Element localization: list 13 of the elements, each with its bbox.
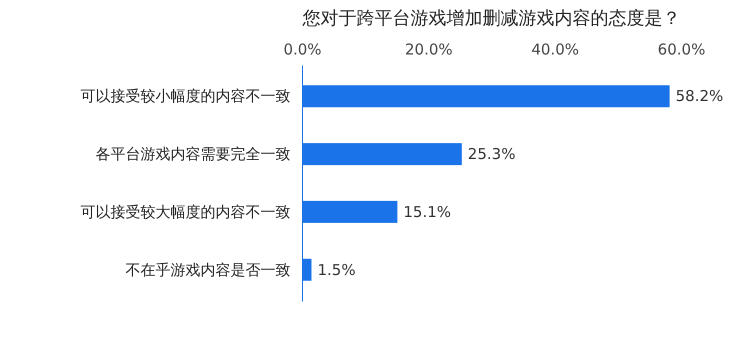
x-tick-label: 20.0%	[405, 40, 453, 58]
x-tick-label: 0.0%	[283, 40, 322, 58]
data-label: 58.2%	[676, 87, 724, 106]
x-tick-label: 60.0%	[658, 40, 706, 58]
data-label: 25.3%	[468, 145, 516, 164]
x-tick-label: 40.0%	[531, 40, 579, 58]
y-tick-label: 各平台游戏内容需要完全一致	[96, 145, 290, 164]
data-label: 15.1%	[403, 202, 452, 221]
data-label: 1.5%	[317, 260, 356, 279]
y-tick-label: 可以接受较小幅度的内容不一致	[80, 87, 290, 106]
chart-title: 您对于跨平台游戏增加删减游戏内容的态度是？	[302, 8, 680, 29]
y-tick-label: 可以接受较大幅度的内容不一致	[80, 202, 290, 221]
y-tick-label: 不在乎游戏内容是否一致	[126, 260, 290, 279]
